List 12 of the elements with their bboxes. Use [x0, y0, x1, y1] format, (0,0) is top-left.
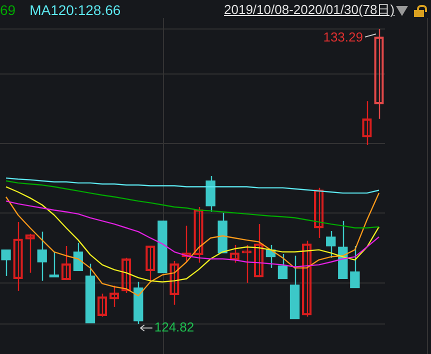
annotation: 124.82 — [154, 320, 194, 335]
annotation: 133.29 — [323, 30, 363, 45]
text: 69 — [0, 2, 16, 18]
candlestick — [37, 231, 47, 282]
text: 2019/10/08-2020/01/30(78日) — [224, 1, 395, 19]
candlestick — [278, 253, 288, 280]
candlestick — [350, 245, 360, 288]
candlestick — [73, 242, 84, 272]
candlestick — [49, 251, 59, 278]
text: MA120:128.66 — [30, 2, 121, 18]
candlestick — [1, 249, 11, 277]
candlestick — [326, 230, 336, 258]
